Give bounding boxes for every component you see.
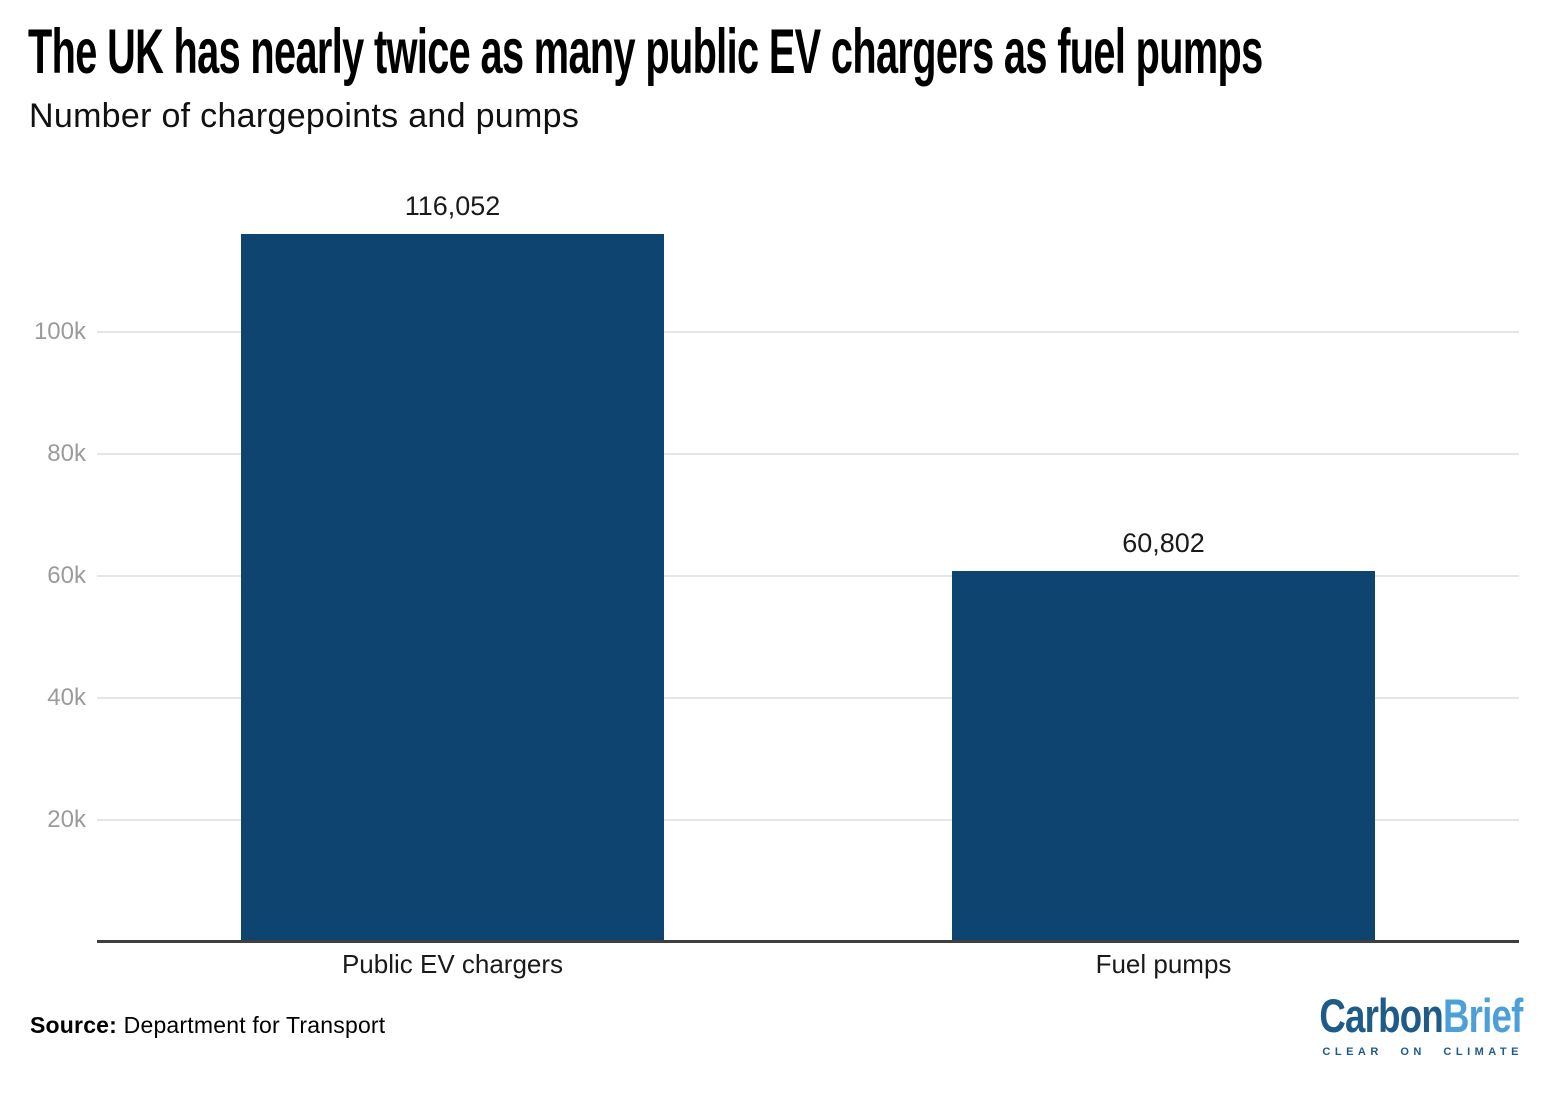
source-note: Source: Department for Transport (30, 1012, 385, 1039)
bar-value-label: 60,802 (1122, 528, 1205, 558)
bar-category-label: Fuel pumps (1095, 949, 1232, 979)
logo-tagline: CLEAR ON CLIMATE (1322, 1046, 1523, 1058)
x-axis-line (97, 940, 1519, 943)
source-text: Department for Transport (117, 1012, 386, 1038)
carbonbrief-logo: CarbonBrief CLEAR ON CLIMATE (1262, 989, 1524, 1058)
bar (241, 234, 664, 942)
source-label: Source: (30, 1012, 118, 1038)
gridline (97, 331, 1519, 333)
chart-subtitle: Number of chargepoints and pumps (29, 97, 580, 135)
bar (952, 571, 1375, 942)
logo-brief-text: Brief (1443, 989, 1523, 1042)
y-tick-label: 100k (33, 318, 86, 345)
chart-title: The UK has nearly twice as many public E… (28, 17, 1263, 87)
y-tick-label: 20k (47, 806, 86, 833)
y-tick-label: 80k (47, 440, 86, 467)
bar-category-label: Public EV chargers (341, 949, 564, 979)
y-tick-label: 40k (47, 684, 86, 711)
logo-carbon-text: Carbon (1319, 989, 1444, 1042)
gridline (97, 697, 1519, 699)
y-tick-label: 60k (47, 562, 86, 589)
bar-value-label: 116,052 (404, 191, 501, 221)
gridline (97, 453, 1519, 455)
gridline (97, 819, 1519, 821)
gridline (97, 575, 1519, 577)
carbonbrief-logo-text: CarbonBrief (1319, 989, 1524, 1042)
